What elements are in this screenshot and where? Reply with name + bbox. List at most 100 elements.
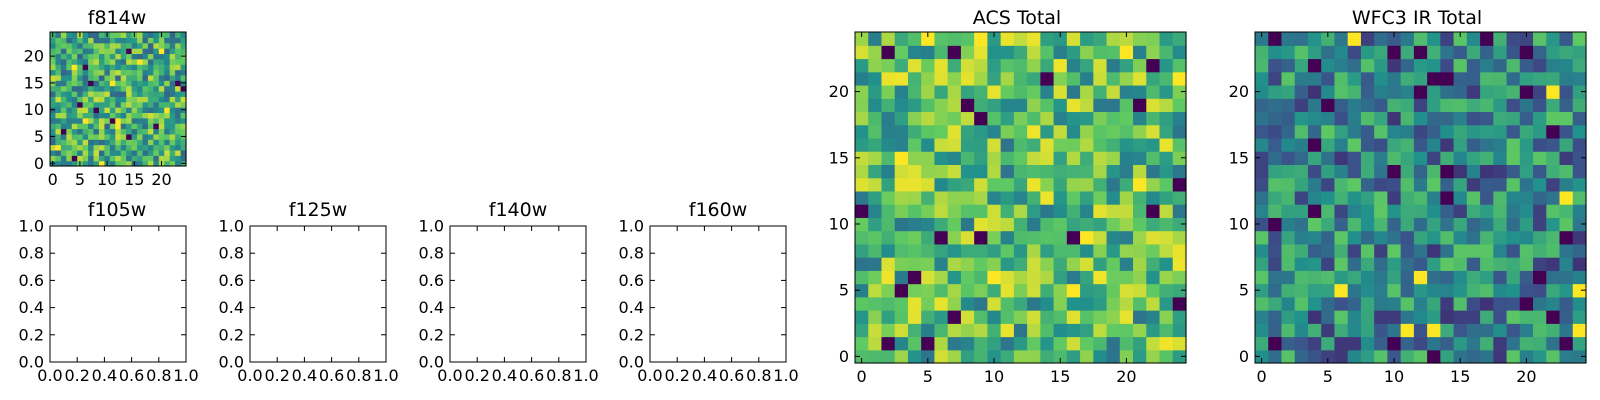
heatmap-cell [60,32,67,38]
heatmap-cell [1027,151,1041,165]
heatmap-cell [109,42,116,49]
y-tick-label: 1.0 [619,217,644,236]
heatmap-cell [1281,177,1296,192]
heatmap-cell [894,71,909,86]
heatmap-cell [934,164,949,179]
heatmap-cell [142,96,149,103]
heatmap-cell [77,149,84,156]
heatmap-cell [126,96,133,103]
heatmap-cell [1093,190,1108,205]
heatmap-cell [1546,98,1561,113]
heatmap-cell [1400,190,1415,205]
heatmap-cell [960,58,975,73]
heatmap-cell [142,149,149,156]
heatmap-cell [153,37,160,44]
heatmap-cell [1572,151,1587,165]
heatmap-cell [1400,111,1415,126]
heatmap-cell [1427,58,1441,73]
heatmap-cell [126,128,133,135]
heatmap-cell [131,69,138,76]
heatmap-cell [1013,217,1028,232]
heatmap-cell [137,133,144,140]
heatmap-cell [1360,111,1375,126]
heatmap-cell [1360,45,1375,60]
heatmap-cell [77,155,84,162]
heatmap-cell [147,101,154,108]
heatmap-cell [934,84,949,99]
heatmap-cell [934,270,949,285]
heatmap-cell [907,270,922,285]
heatmap-cell [1281,230,1296,245]
heatmap-cell [50,144,57,151]
heatmap-cell [93,58,100,65]
heatmap-cell [1013,177,1028,192]
heatmap-cell [55,144,62,151]
heatmap-cell [1146,124,1161,139]
heatmap-cell [1080,71,1094,86]
heatmap-cell [1172,204,1187,218]
heatmap-cell [1480,84,1494,99]
heatmap-cell [1334,230,1349,245]
heatmap-cell [1281,296,1296,311]
heatmap-cell [1347,58,1362,73]
heatmap-cell [1400,164,1415,179]
heatmap-cell [1294,58,1309,73]
heatmap-cell [1533,84,1547,99]
heatmap-cell [907,177,922,192]
heatmap-cell [158,48,165,55]
panel-title: WFC3 IR Total [1352,7,1482,29]
heatmap-cell [1159,349,1174,364]
heatmap-cell [974,230,988,245]
heatmap-cell [93,90,100,97]
heatmap-cell [947,243,962,258]
heatmap-cell [987,32,1002,46]
heatmap-cell [960,283,975,298]
heatmap-cell [82,90,89,97]
heatmap-cell [1172,111,1187,126]
heatmap-cell [109,48,116,55]
heatmap-cell [1546,230,1561,245]
heatmap-cell [1294,137,1309,152]
heatmap-cell [1321,164,1336,179]
heatmap-cell [1572,336,1587,351]
heatmap-cell [1533,151,1547,165]
heatmap-cell [868,32,883,46]
heatmap-cell [1133,217,1147,232]
heatmap-cell [1400,283,1415,298]
y-tick-label: 5 [34,127,44,146]
heatmap-cell [115,64,122,71]
heatmap-cell [921,283,936,298]
heatmap-cell [1080,230,1094,245]
heatmap-cell [1546,257,1561,271]
heatmap-cell [1281,270,1296,285]
heatmap-cell [987,349,1002,364]
heatmap-cell [71,112,78,119]
heatmap-cell [907,283,922,298]
heatmap-cell [82,101,89,108]
x-tick-label: 0.8 [146,366,171,385]
heatmap-cell [1466,151,1481,165]
heatmap-cell [1493,230,1508,245]
heatmap-cell [1146,111,1161,126]
panel-title: f814w [88,7,147,29]
heatmap-cell [66,32,73,38]
heatmap-cell [66,117,73,124]
heatmap-cell [907,98,922,113]
heatmap-cell [82,32,89,38]
heatmap-cell [1159,190,1174,205]
heatmap-cell [98,69,105,76]
heatmap-cell [1572,32,1587,46]
heatmap-cell [1387,349,1402,364]
heatmap-cell [868,98,883,113]
heatmap-cell [987,71,1002,86]
heatmap-cell [1159,204,1174,218]
heatmap-cell [1106,217,1121,232]
heatmap-cell [1493,204,1508,218]
heatmap-cell [1387,323,1402,338]
heatmap-cell [1374,124,1388,139]
heatmap-cell [1294,257,1309,271]
heatmap-cell [1559,164,1574,179]
heatmap-cell [88,123,95,130]
heatmap-cell [1321,204,1336,218]
